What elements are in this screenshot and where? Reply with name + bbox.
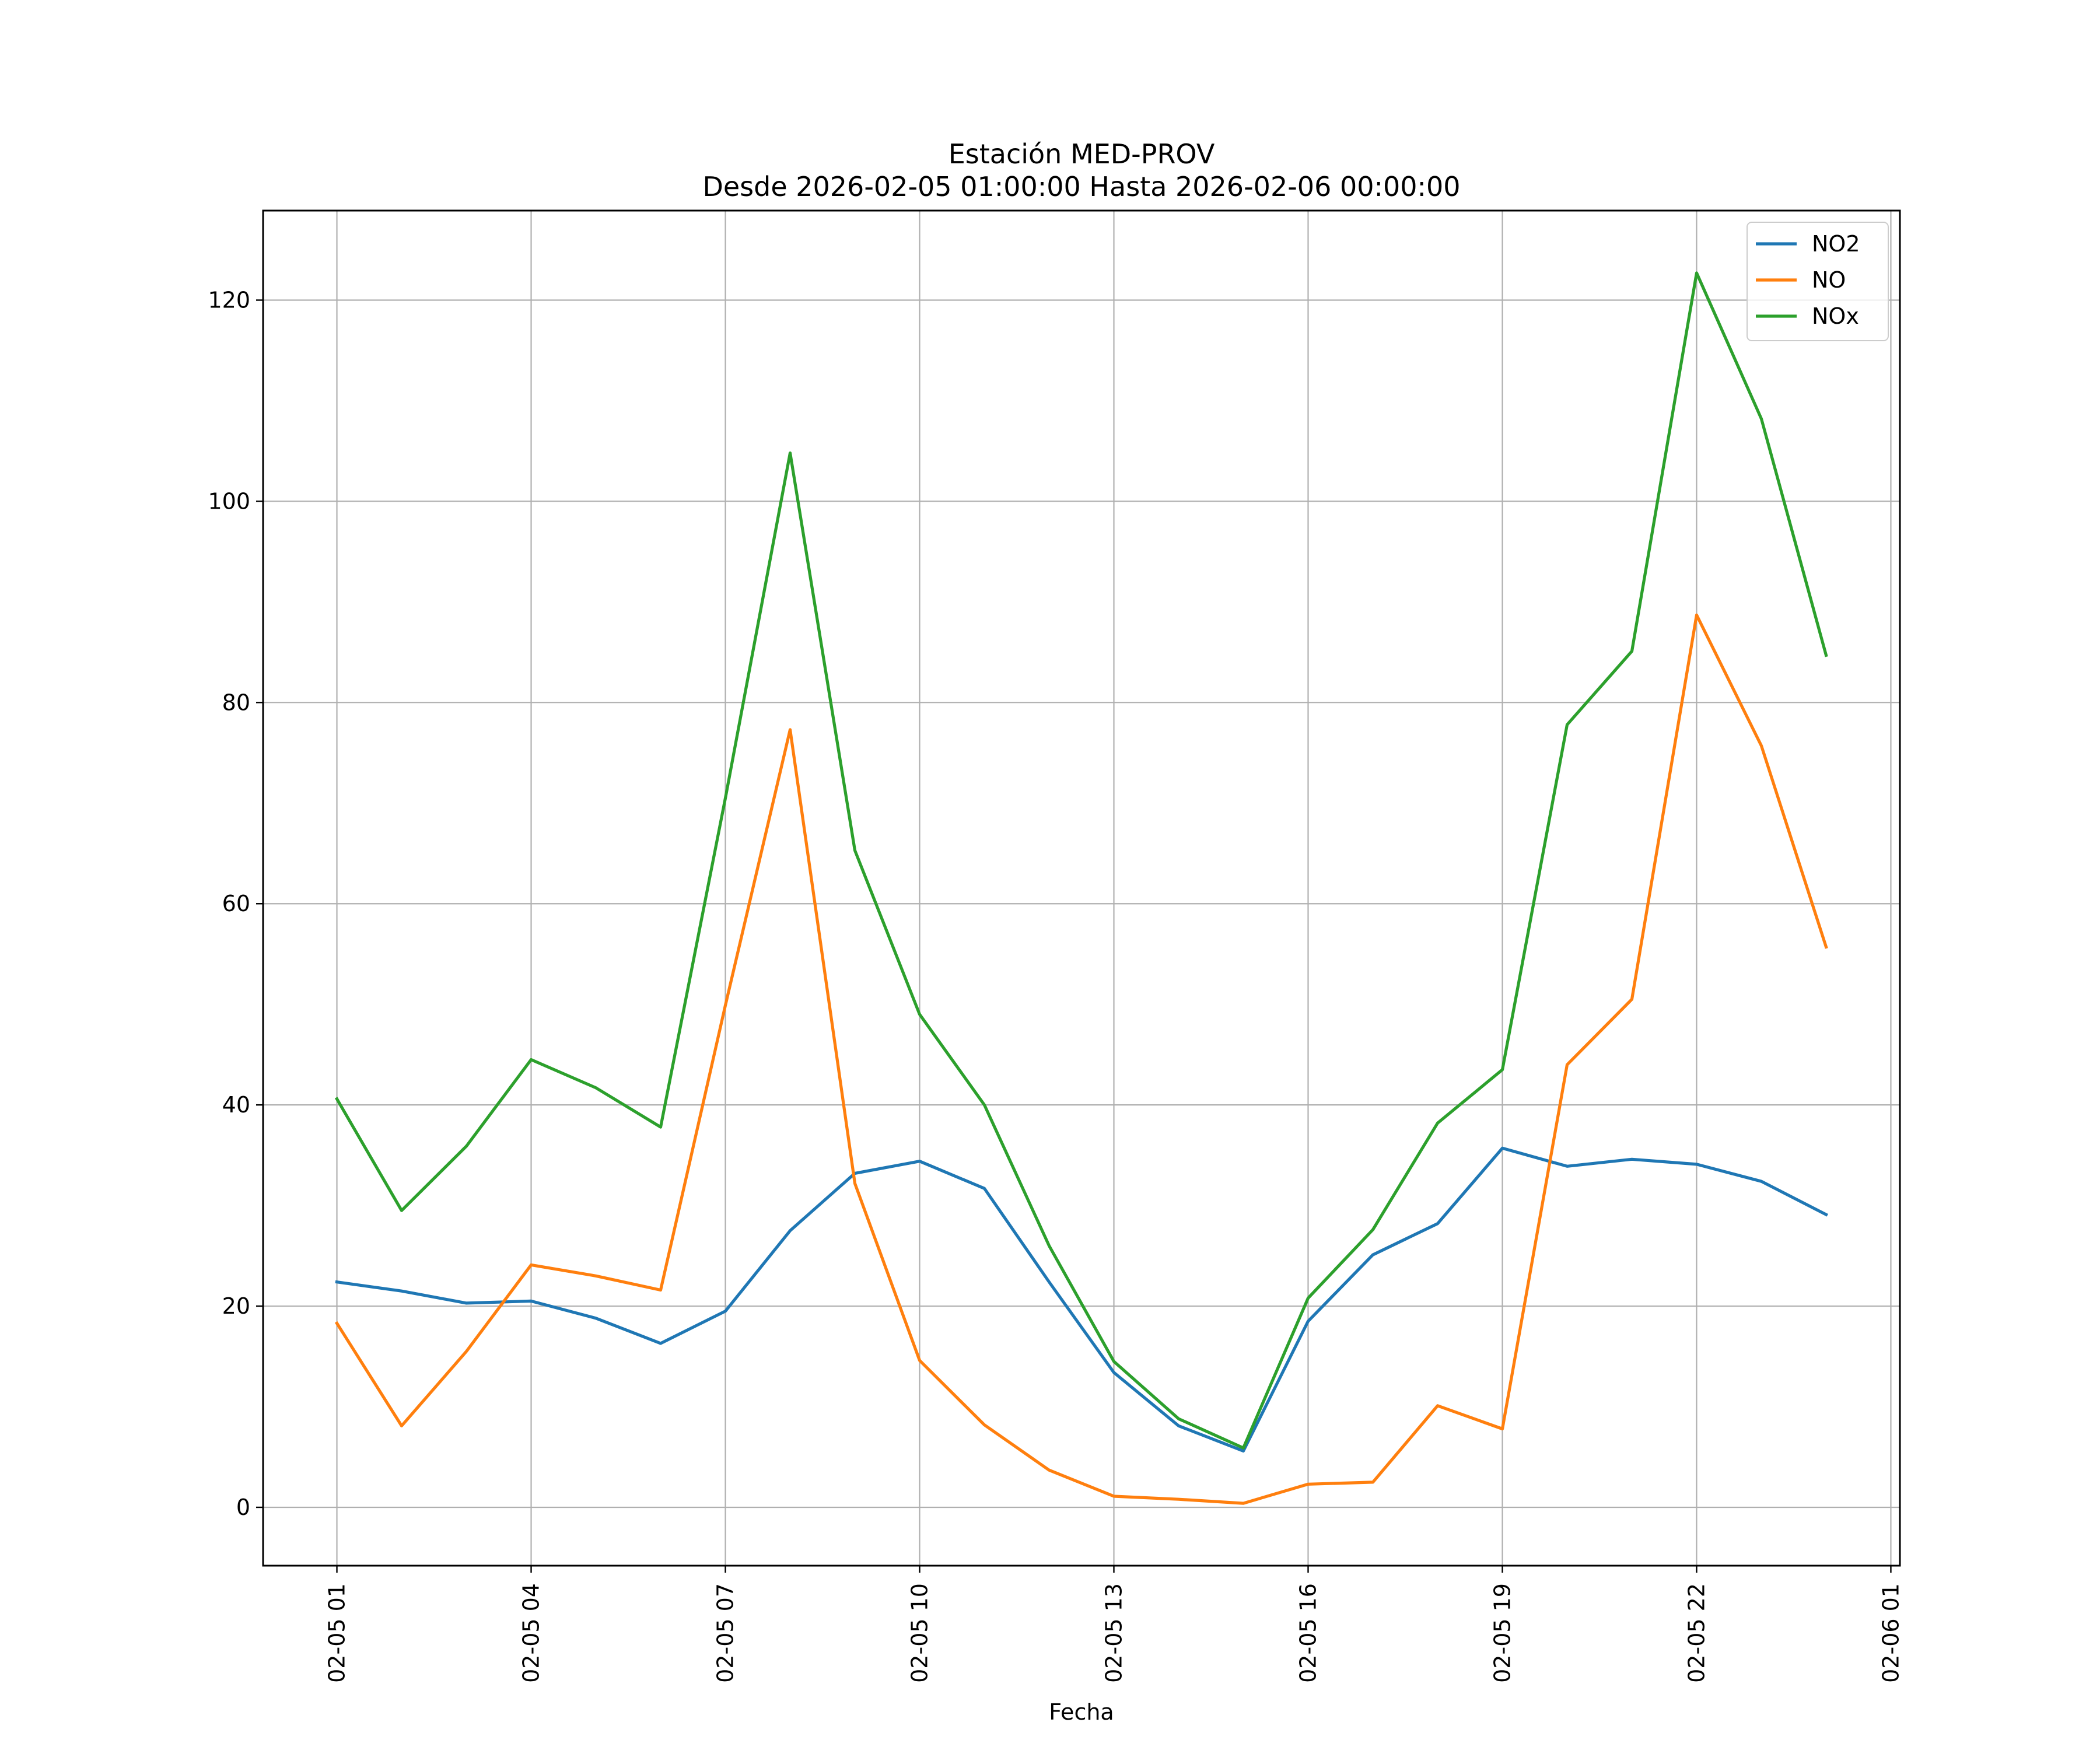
series-lines — [334, 271, 1828, 1505]
chart-title: Estación MED-PROV — [949, 138, 1215, 170]
legend-label-no2: NO2 — [1812, 231, 1860, 257]
series-line-no — [334, 613, 1828, 1505]
x-axis-label: Fecha — [1049, 1699, 1114, 1725]
x-tick-label: 02-05 01 — [324, 1583, 350, 1683]
series-line-nox — [334, 271, 1828, 1450]
y-tick-label: 100 — [208, 488, 250, 514]
x-tick-label: 02-06 01 — [1878, 1583, 1903, 1683]
x-tick-label: 02-05 19 — [1489, 1583, 1515, 1683]
y-tick-label: 60 — [222, 891, 250, 916]
chart-subtitle: Desde 2026-02-05 01:00:00 Hasta 2026-02-… — [702, 171, 1460, 202]
x-tick-label: 02-05 07 — [713, 1583, 738, 1683]
y-tick-label: 0 — [236, 1494, 250, 1520]
x-tick-label: 02-05 04 — [519, 1583, 544, 1683]
legend-label-nox: NOx — [1812, 303, 1859, 329]
x-tick-label: 02-05 10 — [907, 1583, 933, 1683]
y-tick-label: 80 — [222, 690, 250, 715]
legend-box — [1746, 222, 1889, 341]
x-tick-label: 02-05 13 — [1101, 1583, 1126, 1683]
legend-label-no: NO — [1812, 267, 1846, 293]
grid — [263, 211, 1900, 1566]
y-tick-label: 120 — [208, 287, 250, 313]
y-tick-label: 40 — [222, 1092, 250, 1118]
x-tick-label: 02-05 16 — [1295, 1583, 1321, 1683]
y-tick-label: 20 — [222, 1293, 250, 1319]
series-line-no2 — [335, 1146, 1828, 1452]
plot-frame — [262, 209, 1901, 1567]
axis-ticks: 0 20 40 60 80 100 120 02-05 01 02-05 04 02-05 07 0… — [208, 287, 1903, 1682]
legend: NO2 NO NOx — [1746, 222, 1889, 341]
x-tick-label: 02-05 22 — [1684, 1583, 1709, 1683]
